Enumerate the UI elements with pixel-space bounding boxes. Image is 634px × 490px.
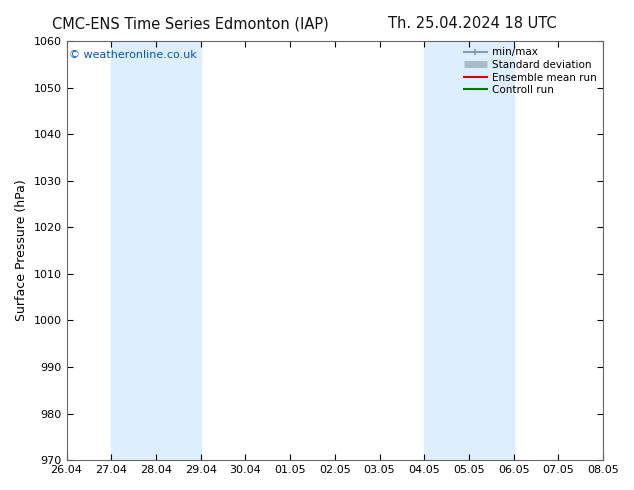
Text: CMC-ENS Time Series Edmonton (IAP): CMC-ENS Time Series Edmonton (IAP) — [52, 16, 328, 31]
Text: © weatheronline.co.uk: © weatheronline.co.uk — [69, 50, 197, 60]
Bar — [111, 41, 201, 460]
Legend: min/max, Standard deviation, Ensemble mean run, Controll run: min/max, Standard deviation, Ensemble me… — [460, 43, 601, 99]
Bar — [603, 41, 626, 460]
Text: Th. 25.04.2024 18 UTC: Th. 25.04.2024 18 UTC — [388, 16, 557, 31]
Bar — [469, 41, 514, 460]
Y-axis label: Surface Pressure (hPa): Surface Pressure (hPa) — [15, 180, 28, 321]
Bar — [424, 41, 469, 460]
